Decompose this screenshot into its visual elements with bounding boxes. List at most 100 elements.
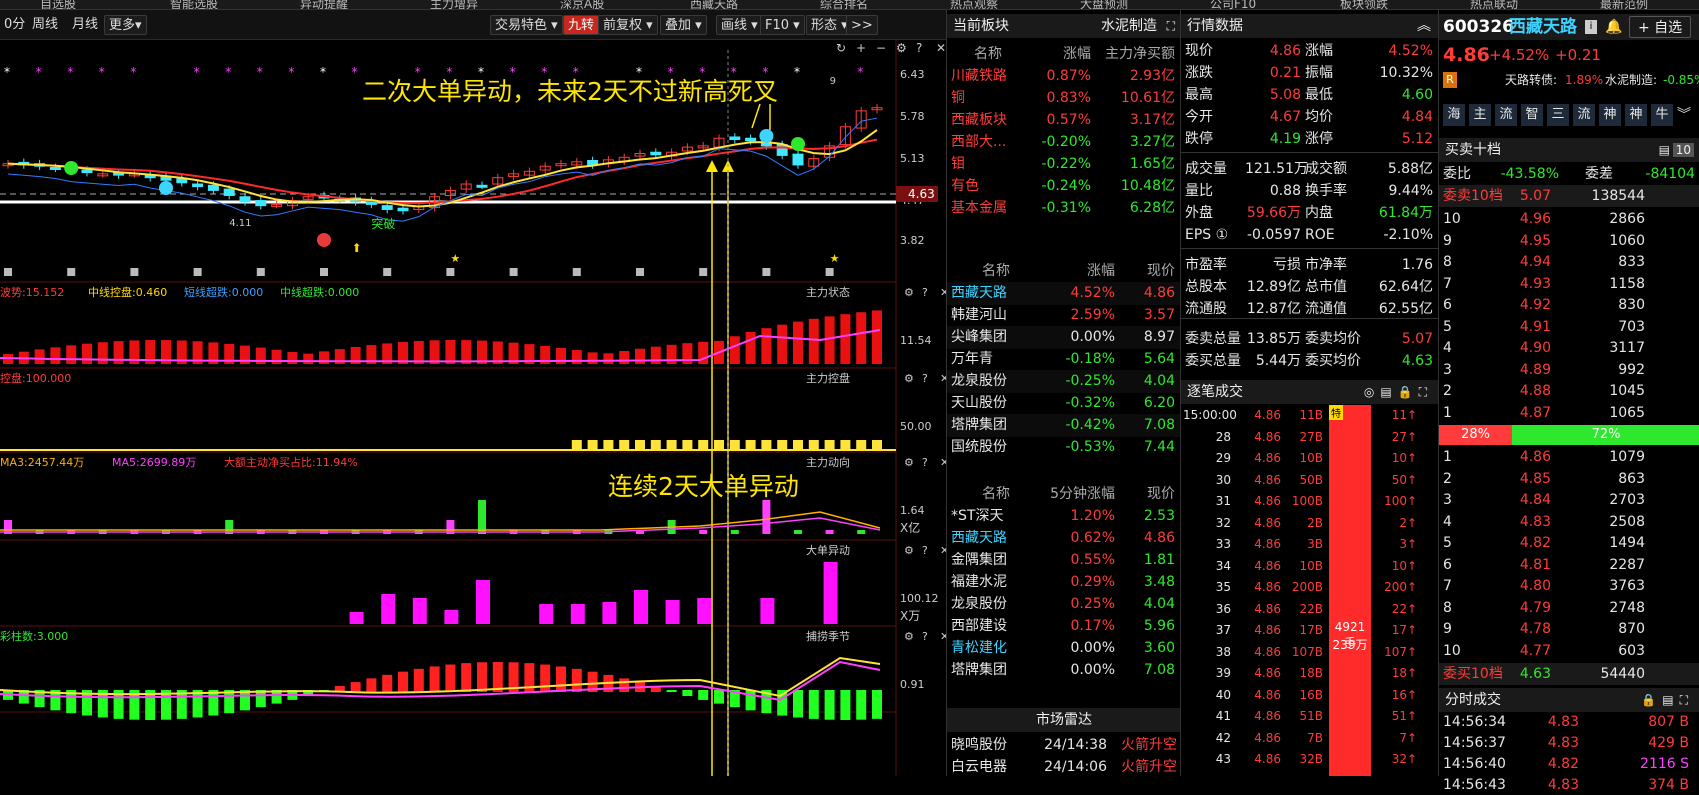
feature-tab[interactable]: 牛 xyxy=(1651,104,1673,126)
ask-row[interactable]: 2 4.88 1045 xyxy=(1439,381,1699,402)
sector-row[interactable]: 有色 -0.24% 10.48亿 xyxy=(947,175,1181,198)
five-row[interactable]: 西藏天路 0.62% 4.86 xyxy=(947,527,1181,550)
sector-row[interactable]: 钼 -0.22% 1.65亿 xyxy=(947,153,1181,176)
sector-name[interactable]: 水泥制造 xyxy=(1101,18,1157,34)
radar-row[interactable]: 白云电器 24/14:06 火箭升空 xyxy=(947,756,1181,779)
info-icon[interactable]: i xyxy=(1585,20,1597,34)
chart-tool-icon[interactable]: ? xyxy=(916,41,922,55)
chart-tool-icon[interactable]: + xyxy=(856,41,866,55)
panel-tool-icon[interactable]: ? xyxy=(922,630,928,643)
top-nav-item[interactable]: 智能选股 xyxy=(170,0,219,10)
panel-tool-icon[interactable]: ? xyxy=(922,544,928,557)
feature-tab[interactable]: 主 xyxy=(1469,104,1491,126)
peer-row[interactable]: 尖峰集团 0.00% 8.97 xyxy=(947,326,1181,349)
top-nav-item[interactable]: 自选股 xyxy=(40,0,77,10)
bid-row[interactable]: 10 4.77 603 xyxy=(1439,641,1699,662)
panel-tool-icon[interactable]: ⚙ xyxy=(904,286,914,299)
bid-row[interactable]: 9 4.78 870 xyxy=(1439,619,1699,640)
top-nav-item[interactable]: 公司F10 xyxy=(1210,0,1257,10)
chart-tool-icon[interactable]: ✕ xyxy=(936,41,946,55)
five-row[interactable]: 福建水泥 0.29% 3.48 xyxy=(947,571,1181,594)
ask-row[interactable]: 8 4.94 833 xyxy=(1439,252,1699,273)
feature-tab[interactable]: 神 xyxy=(1625,104,1647,126)
peer-row[interactable]: 天山股份 -0.32% 6.20 xyxy=(947,392,1181,415)
toolbar-left-1[interactable]: 周线 xyxy=(32,17,59,32)
top-nav-item[interactable]: 综合排名 xyxy=(820,0,869,10)
top-nav-item[interactable]: 异动提醒 xyxy=(300,0,349,10)
toolbar-right-5[interactable]: F10 ▾ xyxy=(760,15,805,35)
bid-row[interactable]: 3 4.84 2703 xyxy=(1439,490,1699,511)
peer-row[interactable]: 万年青 -0.18% 5.64 xyxy=(947,348,1181,371)
panel-tool-icon[interactable]: ? xyxy=(922,372,928,385)
ask-row[interactable]: 4 4.90 3117 xyxy=(1439,338,1699,359)
peer-row[interactable]: 韩建河山 2.59% 3.57 xyxy=(947,304,1181,327)
panel-tool-icon[interactable]: ✕ xyxy=(940,372,946,385)
toolbar-right-7[interactable]: >> xyxy=(846,15,878,35)
panel-tool-icon[interactable]: ? xyxy=(922,456,928,469)
top-nav-item[interactable]: 热点观察 xyxy=(950,0,999,10)
five-row[interactable]: *ST深天 1.20% 2.53 xyxy=(947,505,1181,528)
feature-tab[interactable]: 三 xyxy=(1547,104,1569,126)
ticks-tool-icons[interactable]: ◎▤🔒⛶ xyxy=(1363,385,1433,399)
timesales-tool-icons[interactable]: 🔒▤⛶ xyxy=(1641,693,1694,707)
sector-row[interactable]: 西部大... -0.20% 3.27亿 xyxy=(947,131,1181,154)
panel-tool-icon[interactable]: ✕ xyxy=(940,544,946,557)
top-nav-item[interactable]: 最新范例 xyxy=(1600,0,1649,10)
peer-row[interactable]: 西藏天路 4.52% 4.86 xyxy=(947,282,1181,305)
more-tabs-icon[interactable]: ︾ xyxy=(1677,107,1691,123)
top-nav-item[interactable]: 主力增异 xyxy=(430,0,479,10)
ask-row[interactable]: 3 4.89 992 xyxy=(1439,360,1699,381)
ask-row[interactable]: 1 4.87 1065 xyxy=(1439,403,1699,424)
top-nav-item[interactable]: 热点联动 xyxy=(1470,0,1519,10)
ask-row[interactable]: 7 4.93 1158 xyxy=(1439,274,1699,295)
ask-row[interactable]: 6 4.92 830 xyxy=(1439,295,1699,316)
toolbar-right-6[interactable]: 形态 ▾ xyxy=(806,15,853,35)
feature-tab[interactable]: 智 xyxy=(1521,104,1543,126)
toolbar-left-0[interactable]: 0分 xyxy=(4,17,26,32)
bid-row[interactable]: 8 4.79 2748 xyxy=(1439,598,1699,619)
sector-row[interactable]: 西藏板块 0.57% 3.17亿 xyxy=(947,109,1181,132)
radar-row[interactable]: 晓鸣股份 24/14:38 火箭升空 xyxy=(947,734,1181,757)
levels-10-icon[interactable]: 10 xyxy=(1672,143,1694,157)
panel-tool-icon[interactable]: ⚙ xyxy=(904,456,914,469)
collapse-icon[interactable]: ︽ xyxy=(1417,18,1431,34)
sector-row[interactable]: 川藏铁路 0.87% 2.93亿 xyxy=(947,65,1181,88)
five-row[interactable]: 西部建设 0.17% 5.96 xyxy=(947,615,1181,638)
chart-tool-icon[interactable]: ⚙ xyxy=(896,41,907,55)
expand-icon[interactable]: ⛶ xyxy=(1166,19,1175,33)
bid-row[interactable]: 6 4.81 2287 xyxy=(1439,555,1699,576)
ask-row[interactable]: 5 4.91 703 xyxy=(1439,317,1699,338)
panel-tool-icon[interactable]: ⚙ xyxy=(904,544,914,557)
toolbar-right-2[interactable]: 前复权 ▾ xyxy=(598,15,658,35)
top-nav-item[interactable]: 板块领跌 xyxy=(1340,0,1389,10)
table-icon[interactable]: ▤ xyxy=(1658,143,1670,157)
top-nav-item[interactable]: 大盘预测 xyxy=(1080,0,1129,10)
sector-row[interactable]: 基本金属 -0.31% 6.28亿 xyxy=(947,197,1181,220)
panel-tool-icon[interactable]: ⚙ xyxy=(904,372,914,385)
toolbar-right-0[interactable]: 交易特色 ▾ xyxy=(490,15,563,35)
panel-tool-icon[interactable]: ✕ xyxy=(940,286,946,299)
bell-icon[interactable]: 🔔 xyxy=(1605,19,1623,35)
panel-tool-icon[interactable]: ? xyxy=(922,286,928,299)
chart-tool-icon[interactable]: ↻ xyxy=(836,41,846,55)
feature-tab[interactable]: 神 xyxy=(1599,104,1621,126)
peer-row[interactable]: 龙泉股份 -0.25% 4.04 xyxy=(947,370,1181,393)
five-row[interactable]: 塔牌集团 0.00% 7.08 xyxy=(947,659,1181,682)
top-nav-item[interactable]: 深京A股 xyxy=(560,0,605,10)
five-row[interactable]: 龙泉股份 0.25% 4.04 xyxy=(947,593,1181,616)
feature-tab[interactable]: 海 xyxy=(1443,104,1465,126)
peer-row[interactable]: 塔牌集团 -0.42% 7.08 xyxy=(947,414,1181,437)
panel-tool-icon[interactable]: ✕ xyxy=(940,456,946,469)
candlestick-chart[interactable]: 6.435.785.134.473.824.63****************… xyxy=(0,40,946,776)
bid-row[interactable]: 4 4.83 2508 xyxy=(1439,512,1699,533)
peer-row[interactable]: 国统股份 -0.53% 7.44 xyxy=(947,436,1181,459)
five-row[interactable]: 青松建化 0.00% 3.60 xyxy=(947,637,1181,660)
bid-row[interactable]: 1 4.86 1079 xyxy=(1439,447,1699,468)
feature-tab[interactable]: 流 xyxy=(1495,104,1517,126)
toolbar-left-2[interactable]: 月线 xyxy=(72,17,99,32)
chart-tool-icon[interactable]: − xyxy=(876,41,886,55)
ask-row[interactable]: 10 4.96 2866 xyxy=(1439,209,1699,230)
toolbar-left-3[interactable]: 更多▾ xyxy=(104,15,147,35)
bid-row[interactable]: 2 4.85 863 xyxy=(1439,469,1699,490)
toolbar-right-1[interactable]: 九转 xyxy=(563,15,600,35)
